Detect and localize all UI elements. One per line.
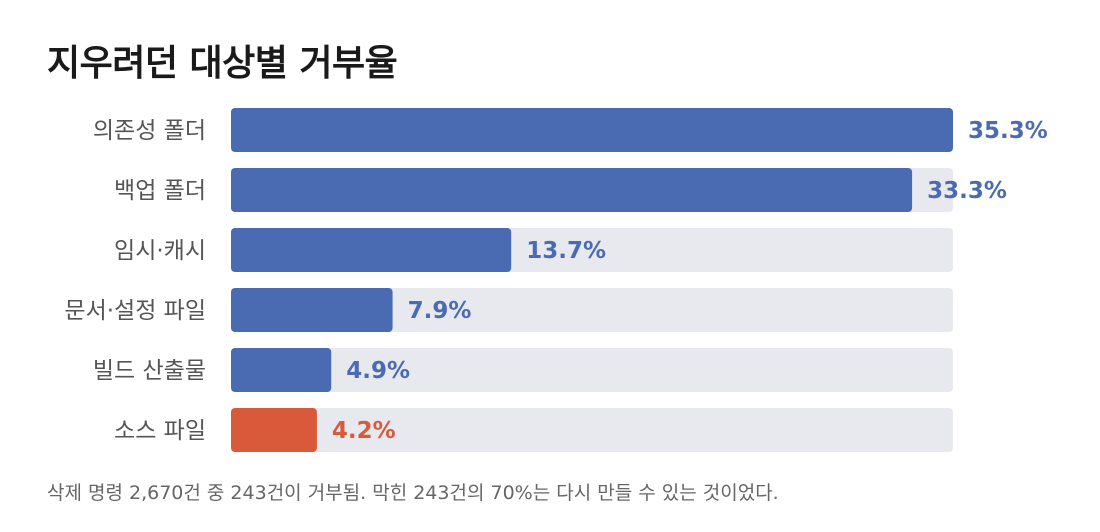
- bar-track: [231, 408, 953, 452]
- bar-track: [231, 348, 953, 392]
- category-label: 임시·캐시: [114, 238, 206, 264]
- bar: [231, 288, 393, 332]
- category-label: 문서·설정 파일: [64, 298, 206, 324]
- bar-track: [231, 288, 953, 332]
- bar: [231, 228, 512, 272]
- value-label: 33.3%: [927, 178, 1007, 204]
- value-label: 4.2%: [332, 418, 396, 444]
- footnote: 삭제 명령 2,670건 중 243건이 거부됨. 막힌 243건의 70%는 …: [47, 482, 779, 504]
- value-label: 13.7%: [526, 238, 606, 264]
- category-label: 의존성 폴더: [93, 118, 206, 144]
- bar: [231, 168, 913, 212]
- bar: [231, 408, 317, 452]
- chart-title: 지우려던 대상별 거부율: [47, 43, 398, 84]
- bar: [231, 108, 953, 152]
- category-label: 백업 폴더: [114, 178, 206, 204]
- category-label: 소스 파일: [114, 418, 206, 444]
- bar: [231, 348, 332, 392]
- value-label: 4.9%: [346, 358, 410, 384]
- value-label: 35.3%: [968, 118, 1048, 144]
- category-label: 빌드 산출물: [93, 358, 206, 384]
- value-label: 7.9%: [408, 298, 472, 324]
- bar-chart: 의존성 폴더 35.3% 백업 폴더 33.3% 임시·캐시 13.7% 문서·설정 파일 7…: [64, 108, 1048, 452]
